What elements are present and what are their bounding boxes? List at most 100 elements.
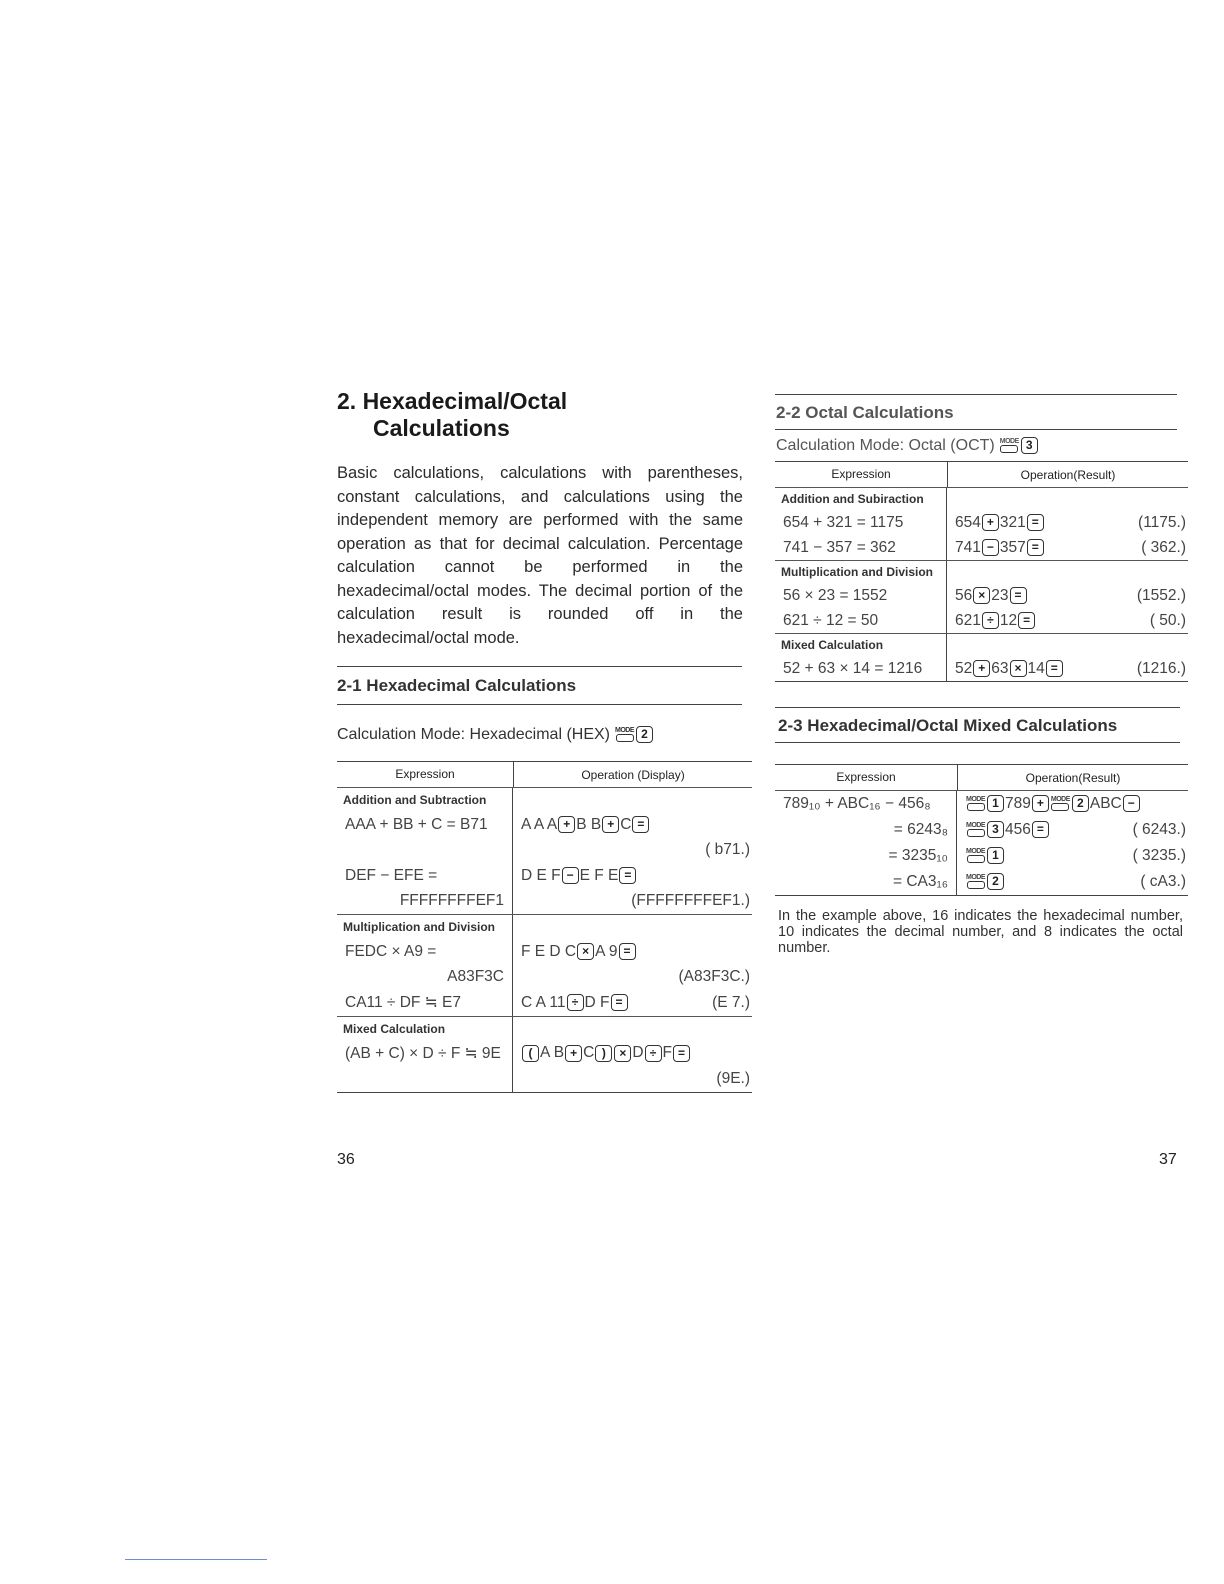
key-minus-icon: − xyxy=(561,867,579,885)
operation-text: B B xyxy=(576,815,602,833)
operation-keys: 52 +63 × 14 = xyxy=(955,660,1064,678)
mode-key-icon: MODE xyxy=(966,874,986,890)
empty-cell xyxy=(513,915,752,939)
section-divider xyxy=(775,560,1188,561)
operation-text: C A 11 xyxy=(521,993,566,1011)
key-plus-icon: + xyxy=(1031,795,1049,813)
result-display: (1552.) xyxy=(1136,586,1186,604)
key-plus-icon: + xyxy=(565,1044,583,1062)
key-2-icon: 2 xyxy=(1071,795,1089,813)
mode-key-icon: MODE xyxy=(966,796,986,812)
table-row: = 3235₁₀ MODE 1 ( 3235.) xyxy=(775,843,1188,869)
table-row: = 6243₈ MODE 3 456 = ( 6243.) xyxy=(775,817,1188,843)
table-row: 52 + 63 × 14 = 1216 52 +63 × 14 = (1216.) xyxy=(775,656,1188,681)
column-header: Operation(Result) xyxy=(1025,770,1121,785)
table-row: 56 × 23 = 1552 56 × 23 = (1552.) xyxy=(775,583,1188,608)
operation-keys: F E D C × A 9 = xyxy=(521,943,637,961)
operation-keys: C A 11 ÷ D F = xyxy=(521,994,629,1012)
table-row: 654 + 321 = 1175 654 +321 = (1175.) xyxy=(775,510,1188,535)
table-row: FEDC × A9 = F E D C × A 9 = xyxy=(337,939,752,965)
operation-text: 456 xyxy=(1005,821,1031,838)
operation-cell: 741−357 = ( 362.) xyxy=(947,535,1188,560)
key-equals-icon: = xyxy=(1026,538,1044,556)
section-heading-octal: 2-2 Octal Calculations xyxy=(776,403,954,422)
table-row: CA11 ÷ DF ≒ E7 C A 11 ÷ D F = (E 7.) xyxy=(337,990,752,1016)
key-1-icon: 1 xyxy=(987,847,1004,865)
result-display: (1216.) xyxy=(1136,659,1186,677)
column-header: Expression xyxy=(775,462,948,487)
mode-key-icon: MODE xyxy=(615,727,635,743)
operation-cell: ( b71.) xyxy=(513,838,752,864)
category-row: Mixed Calculation xyxy=(775,634,1188,656)
expression-cell: FFFFFFFFEF1 xyxy=(337,888,513,914)
key-equals-icon: = xyxy=(1031,821,1049,839)
title-line-2: Calculations xyxy=(373,415,510,441)
table-row: 741 − 357 = 362 741−357 = ( 362.) xyxy=(775,535,1188,560)
key-divide-icon: ÷ xyxy=(644,1044,662,1062)
operation-text: 621 xyxy=(955,611,981,629)
operation-text: D E F xyxy=(521,866,561,884)
table-row: AAA + BB + C = B71 A A A + B B + C = xyxy=(337,812,752,838)
table-row: ( b71.) xyxy=(337,837,752,864)
expression-cell: = CA3₁₆ xyxy=(775,869,957,895)
key-equals-icon: = xyxy=(1018,611,1036,629)
result-display: (E 7.) xyxy=(712,993,750,1011)
key-multiply-icon: × xyxy=(1009,659,1027,677)
divider xyxy=(337,666,742,667)
category-row: Multiplication and Division xyxy=(337,915,752,939)
expression-cell: 621 ÷ 12 = 50 xyxy=(775,608,947,633)
operation-text: A B xyxy=(540,1044,565,1062)
table-header: Expression Operation(Result) xyxy=(775,765,1188,791)
expression-cell: 789₁₀ + ABC₁₆ − 456₈ xyxy=(775,791,957,817)
expression-cell xyxy=(337,837,513,863)
operation-cell: 52 +63 × 14 = (1216.) xyxy=(947,656,1188,681)
key-plus-icon: + xyxy=(558,816,576,834)
empty-cell xyxy=(947,634,1188,656)
key-multiply-icon: × xyxy=(577,943,595,961)
expression-cell: (AB + C) × D ÷ F ≒ 9E xyxy=(337,1040,513,1066)
mode-key-sequence: MODE 2 xyxy=(614,726,654,744)
calc-mode-label: Calculation Mode: Octal (OCT) xyxy=(776,437,995,454)
operation-keys: (A B + C) × D ÷ F = xyxy=(521,1044,691,1062)
page-number-left: 36 xyxy=(337,1151,355,1168)
key-equals-icon: = xyxy=(619,867,637,885)
calc-mode-octal: Calculation Mode: Octal (OCT) MODE 3 xyxy=(776,437,1039,455)
operation-text: E F E xyxy=(579,866,619,884)
operation-text: 52 xyxy=(955,659,973,677)
chapter-title: 2. Hexadecimal/Octal Calculations xyxy=(337,388,567,442)
column-header: Expression xyxy=(775,765,958,790)
empty-cell xyxy=(947,561,1188,583)
divider xyxy=(337,704,742,705)
category-label: Multiplication and Division xyxy=(775,561,947,583)
key-equals-icon: = xyxy=(618,943,636,961)
key-equals-icon: = xyxy=(673,1044,691,1062)
column-header: Operation (Display) xyxy=(581,767,685,782)
table-row: (AB + C) × D ÷ F ≒ 9E (A B + C) × D ÷ F = xyxy=(337,1040,752,1066)
operation-text: A 9 xyxy=(595,942,618,960)
table-header: Expression Operation (Display) xyxy=(337,762,752,788)
mode-key-icon: MODE xyxy=(966,822,986,838)
expression-cell: 741 − 357 = 362 xyxy=(775,535,947,560)
key-multiply-icon: × xyxy=(973,586,991,604)
operation-text: D xyxy=(632,1044,644,1062)
mixed-calculation-table: Expression Operation(Result) 789₁₀ + ABC₁₆… xyxy=(775,764,1188,896)
table-row: = CA3₁₆ MODE 2 ( cA3.) xyxy=(775,869,1188,895)
operation-text: 789 xyxy=(1005,795,1031,812)
category-label: Addition and Subiraction xyxy=(775,488,947,510)
operation-text: C xyxy=(620,815,632,833)
key-divide-icon: ÷ xyxy=(981,611,999,629)
key-multiply-icon: × xyxy=(614,1044,632,1062)
operation-cell: F E D C × A 9 = xyxy=(513,939,752,965)
operation-cell: C A 11 ÷ D F = (E 7.) xyxy=(513,990,752,1016)
operation-text: C xyxy=(583,1044,595,1062)
operation-text: 12 xyxy=(999,611,1018,629)
operation-text: 56 xyxy=(955,586,973,604)
key-2-icon: 2 xyxy=(636,726,653,744)
key-open-paren-icon: ( xyxy=(522,1044,539,1062)
operation-keys: 654 +321 = xyxy=(955,514,1045,532)
key-3-icon: 3 xyxy=(1020,437,1038,455)
octal-calculation-table: Expression Operation(Result) Addition and … xyxy=(775,461,1188,682)
category-label: Multiplication and Division xyxy=(337,915,513,939)
mode-key-icon: MODE xyxy=(966,848,986,864)
operation-keys: MODE 1 789 + MODE 2 ABC − xyxy=(965,795,1141,813)
